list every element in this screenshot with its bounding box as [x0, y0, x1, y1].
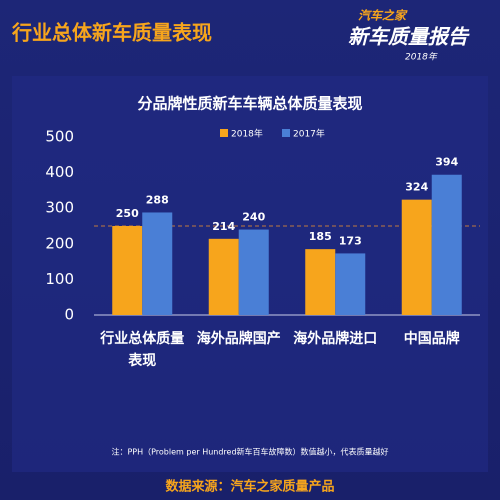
- footnote: 注：PPH（Problem per Hundred新车百车故障数）数值越小，代表…: [111, 447, 388, 457]
- bar: [208, 238, 239, 315]
- logo-name: 新车质量报告: [348, 25, 470, 49]
- bar: [401, 199, 432, 315]
- x-tick-label: 海外品牌国产: [196, 331, 281, 347]
- logo-brand: 汽车之家: [358, 9, 408, 23]
- y-tick-label: 300: [45, 199, 74, 217]
- legend-label: 2017年: [293, 128, 325, 140]
- value-label: 240: [242, 211, 265, 224]
- x-tick-label: 中国品牌: [403, 331, 460, 347]
- value-label: 250: [116, 207, 139, 220]
- page-title: 行业总体新车质量表现: [11, 21, 212, 45]
- source: 数据来源：汽车之家质量产品: [165, 479, 334, 495]
- bar: [238, 229, 269, 315]
- value-label: 185: [309, 230, 332, 243]
- chart-title: 分品牌性质新车车辆总体质量表现: [137, 95, 362, 113]
- bar: [431, 174, 462, 315]
- y-tick-label: 500: [45, 128, 74, 146]
- legend-swatch: [282, 129, 290, 137]
- logo-year: 2018年: [405, 52, 438, 63]
- value-label: 288: [146, 193, 169, 206]
- value-label: 214: [212, 220, 235, 233]
- x-tick-label: 海外品牌进口: [293, 331, 378, 347]
- y-tick-label: 100: [45, 270, 74, 288]
- value-label: 394: [435, 156, 458, 169]
- legend-label: 2018年: [231, 128, 263, 140]
- value-label: 173: [339, 234, 362, 247]
- bar: [112, 226, 143, 315]
- bar: [335, 253, 366, 315]
- bar: [142, 212, 173, 315]
- y-tick-label: 400: [45, 163, 74, 181]
- y-tick-label: 200: [45, 234, 74, 252]
- legend-swatch: [220, 129, 228, 137]
- x-tick-label: 行业总体质量表现: [100, 331, 185, 369]
- y-tick-label: 0: [64, 306, 74, 324]
- bar: [305, 249, 336, 315]
- value-label: 324: [405, 181, 428, 194]
